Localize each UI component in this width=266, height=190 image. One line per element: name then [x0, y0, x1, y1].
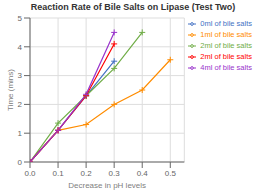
svg-text:Time (mins): Time (mins) — [8, 69, 15, 111]
svg-text:0.5: 0.5 — [165, 169, 177, 178]
svg-text:5: 5 — [18, 14, 23, 23]
svg-text:0.2: 0.2 — [81, 169, 93, 178]
svg-text:0.4: 0.4 — [137, 169, 149, 178]
html-text:2ml of bile salts: 2ml of bile salts — [200, 41, 252, 50]
html-text:1ml of bile salts: 1ml of bile salts — [200, 30, 252, 39]
html-text:4ml of bile salts: 4ml of bile salts — [200, 63, 252, 72]
svg-text:3: 3 — [18, 71, 23, 80]
svg-text:1: 1 — [18, 129, 23, 138]
svg-text:0: 0 — [18, 158, 23, 167]
svg-text:Decrease in pH levels: Decrease in pH levels — [68, 181, 146, 190]
svg-text:0.3: 0.3 — [109, 169, 121, 178]
svg-text:4: 4 — [18, 43, 23, 52]
svg-text:0.1: 0.1 — [52, 169, 64, 178]
html-text:2ml of bile salts: 2ml of bile salts — [200, 52, 252, 61]
svg-text:0.0: 0.0 — [24, 169, 36, 178]
html-text:Reaction Rate of Bile Salts on: Reaction Rate of Bile Salts on Lipase (T… — [30, 2, 236, 12]
svg-text:2: 2 — [18, 100, 23, 109]
html-text:0ml of bile salts: 0ml of bile salts — [200, 19, 252, 28]
